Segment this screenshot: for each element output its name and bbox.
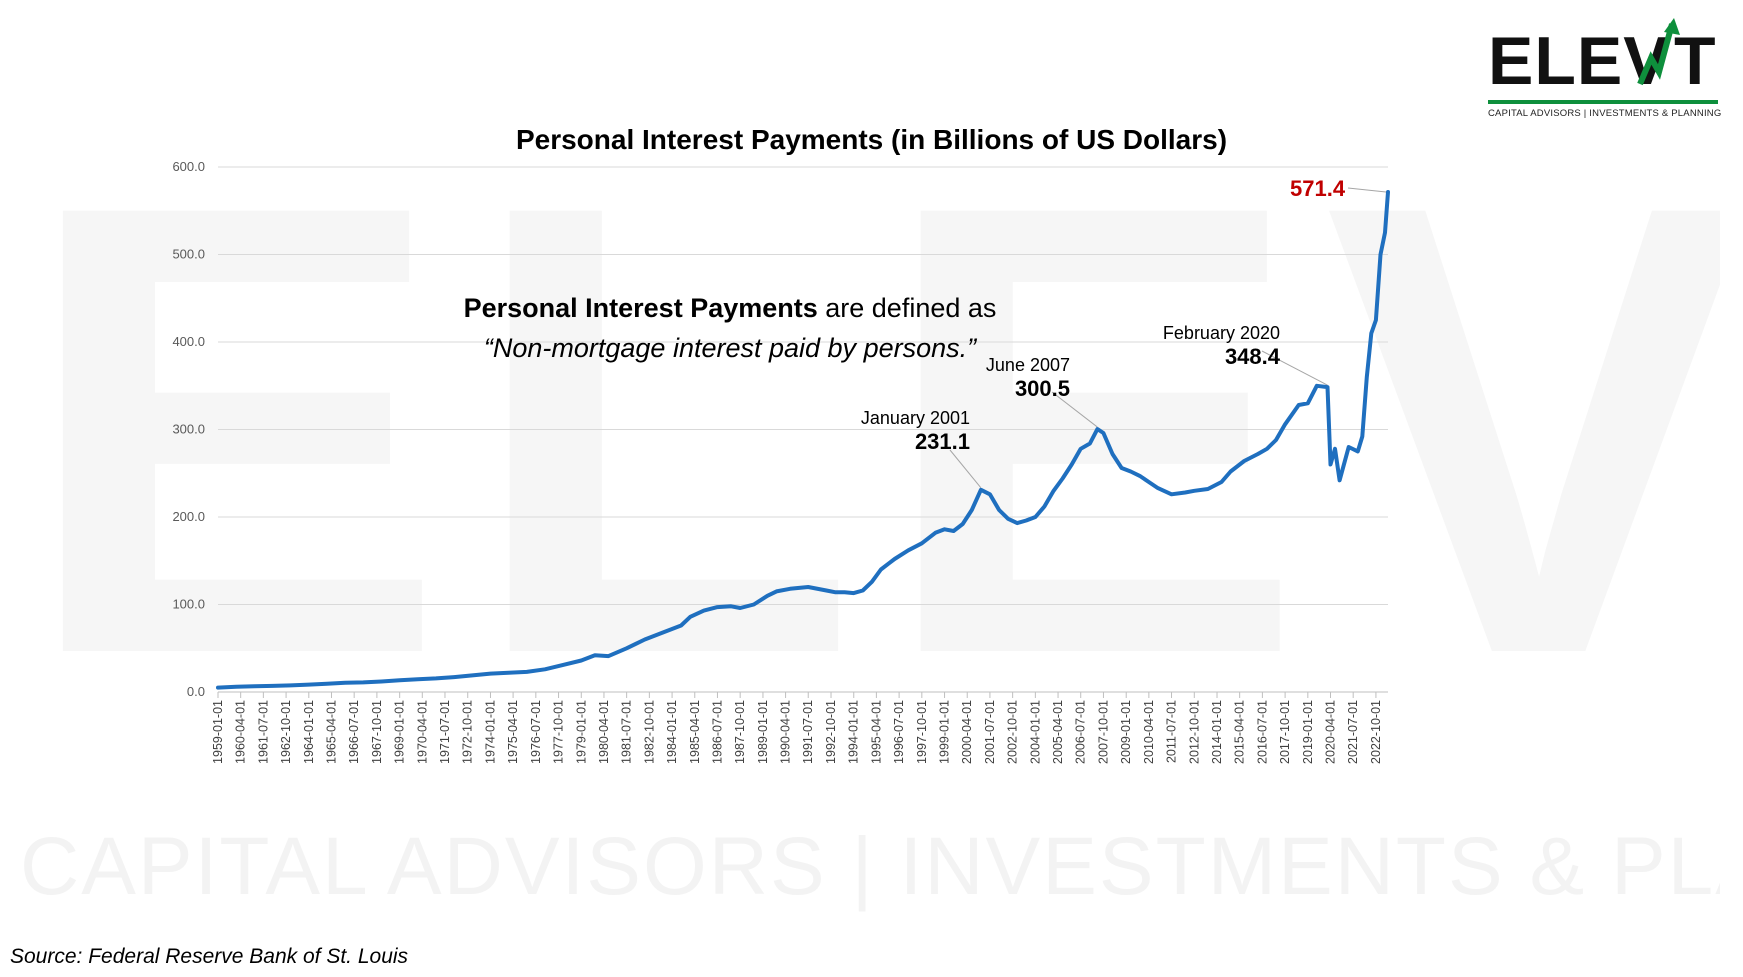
x-tick-label: 2021-07-01: [1346, 700, 1360, 764]
grid-layer: [218, 166, 1388, 693]
x-tick-label: 2014-01-01: [1210, 700, 1224, 764]
definition-quote: “Non-mortgage interest paid by persons.”: [483, 333, 977, 363]
x-tick-label: 1966-07-01: [347, 700, 361, 764]
annotation-value: 231.1: [914, 429, 970, 454]
logo-bar: [1488, 100, 1718, 104]
x-tick-label: 1999-01-01: [938, 700, 952, 764]
annotation-jan-2001: January 2001 231.1: [800, 408, 970, 455]
x-tick-label: 1989-01-01: [756, 700, 770, 764]
svg-text:TE: TE: [1674, 23, 1720, 94]
x-tick-label: 1965-04-01: [324, 700, 338, 764]
definition-text: Personal Interest Payments are defined a…: [430, 288, 1030, 368]
x-tick-label: 2002-10-01: [1006, 700, 1020, 764]
logo-arrow-icon: ELEV TE: [1488, 18, 1743, 99]
x-tick-label: 1977-10-01: [552, 700, 566, 764]
y-tick-label: 300.0: [172, 422, 205, 437]
x-tick-label: 2004-01-01: [1028, 700, 1042, 764]
annotation-value: 348.4: [1224, 344, 1280, 369]
series-line: [216, 190, 1390, 690]
y-tick-label: 200.0: [172, 509, 205, 524]
x-tick-label: 1970-04-01: [415, 700, 429, 764]
x-tick-label: 1996-07-01: [892, 700, 906, 764]
definition-term: Personal Interest Payments: [463, 293, 818, 323]
x-tick-label: 2000-04-01: [960, 700, 974, 764]
x-tick-label: 2009-01-01: [1119, 700, 1133, 764]
x-tick-label: 2005-04-01: [1051, 700, 1065, 764]
annotation-date: January 2001: [860, 408, 970, 428]
annotation-jun-2007: June 2007 300.5: [900, 355, 1070, 402]
last-value-label: 571.4: [1290, 176, 1346, 201]
definition-rest: are defined as: [817, 293, 997, 323]
x-tick-label: 1969-01-01: [393, 700, 407, 764]
x-tick-label: 1972-10-01: [461, 700, 475, 764]
svg-text:ELEV: ELEV: [1488, 23, 1670, 94]
x-tick-label: 1975-04-01: [506, 700, 520, 764]
x-tick-label: 1992-10-01: [824, 700, 838, 764]
x-tick-label: 1971-07-01: [438, 700, 452, 764]
x-tick-label: 2016-07-01: [1255, 700, 1269, 764]
x-tick-label: 1997-10-01: [915, 700, 929, 764]
x-tick-label: 2007-10-01: [1096, 700, 1110, 764]
x-tick-label: 1987-10-01: [733, 700, 747, 764]
logo-tagline: CAPITAL ADVISORS | INVESTMENTS & PLANNIN…: [1488, 108, 1722, 119]
x-tick-label: 1974-01-01: [483, 700, 497, 764]
y-tick-label: 500.0: [172, 247, 205, 262]
x-tick-label: 1994-01-01: [847, 700, 861, 764]
annotation-leader: [949, 449, 982, 489]
x-tick-label: 2001-07-01: [983, 700, 997, 764]
x-tick-label: 1986-07-01: [710, 700, 724, 764]
x-tick-label: 1962-10-01: [279, 700, 293, 764]
source-note: Source: Federal Reserve Bank of St. Loui…: [10, 945, 409, 968]
x-tick-label: 2017-10-01: [1278, 700, 1292, 764]
x-tick-label: 1991-07-01: [801, 700, 815, 764]
x-tick-label: 1985-04-01: [688, 700, 702, 764]
x-tick-label: 1961-07-01: [256, 700, 270, 764]
x-tick-label: 1967-10-01: [370, 700, 384, 764]
annotation-leader: [1261, 350, 1328, 386]
x-tick-label: 2012-10-01: [1187, 700, 1201, 764]
x-tick-label: 1982-10-01: [642, 700, 656, 764]
x-tick-label: 1979-01-01: [574, 700, 588, 764]
last-value-leader: [1347, 187, 1387, 193]
logo-wordmark: ELEV TE: [1488, 18, 1743, 106]
x-tick-label: 2006-07-01: [1074, 700, 1088, 764]
y-tick-label: 100.0: [172, 597, 205, 612]
y-tick-label: 400.0: [172, 334, 205, 349]
x-tick-label: 1995-04-01: [869, 700, 883, 764]
x-tick-label: 2019-01-01: [1301, 700, 1315, 764]
x-tick-label: 1964-01-01: [302, 700, 316, 764]
y-tick-label: 600.0: [172, 159, 205, 174]
x-tick-label: 2010-04-01: [1142, 700, 1156, 764]
annotation-date: February 2020: [1162, 323, 1280, 343]
elevate-logo: ELEV TE CAPITAL ADVISORS | INVESTMENTS &…: [1488, 18, 1743, 119]
x-tick-label: 2011-07-01: [1165, 700, 1179, 763]
chart-title: Personal Interest Payments (in Billions …: [515, 124, 1228, 155]
annotation-leaders: [949, 187, 1387, 489]
x-tick-label: 1990-04-01: [779, 700, 793, 764]
x-tick-label: 1976-07-01: [529, 700, 543, 764]
y-tick-label: 0.0: [187, 684, 205, 699]
x-tick-label: 1959-01-01: [211, 700, 225, 764]
annotation-value: 300.5: [1014, 376, 1070, 401]
x-tick-label: 1980-04-01: [597, 700, 611, 764]
y-axis-ticks: 0.0 100.0 200.0 300.0 400.0 500.0 600.0: [172, 159, 205, 699]
x-axis-ticks: 1959-01-01 1960-04-01 1961-07-01 1962-10-01…: [211, 692, 1383, 764]
x-tick-label: 1984-01-01: [665, 700, 679, 764]
x-tick-label: 1981-07-01: [620, 700, 634, 764]
annotation-leader: [1051, 391, 1098, 428]
x-tick-label: 1960-04-01: [234, 700, 248, 764]
x-tick-label: 2020-04-01: [1324, 700, 1338, 764]
x-tick-label: 2022-10-01: [1369, 700, 1383, 764]
x-tick-label: 2015-04-01: [1233, 700, 1247, 764]
annotation-feb-2020: February 2020 348.4: [1110, 323, 1280, 370]
annotation-date: June 2007: [985, 355, 1070, 375]
